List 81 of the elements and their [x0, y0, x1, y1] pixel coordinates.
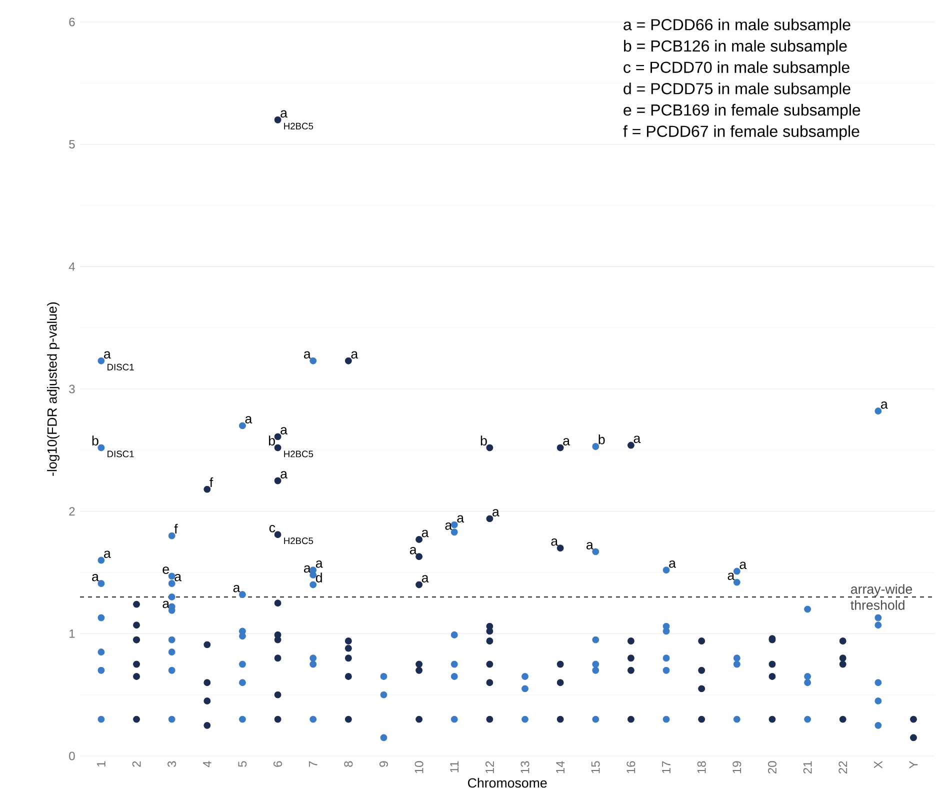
annotation: b	[598, 434, 605, 444]
annotation: e	[162, 566, 169, 574]
annotation: c	[269, 525, 276, 532]
annotation: a	[669, 560, 676, 568]
annotation: a	[410, 547, 417, 554]
annotation: a	[881, 401, 888, 409]
x-tick-label: 10	[414, 761, 424, 774]
x-tick-label: 11	[450, 761, 458, 772]
annotation: f	[210, 477, 214, 488]
y-tick-label: 2	[69, 507, 75, 516]
annotation: a	[233, 584, 240, 592]
annotation: b	[480, 436, 487, 446]
annotation: b	[268, 436, 275, 446]
annotation: a	[740, 562, 747, 570]
y-axis-title: -log10(FDR adjusted p-value)	[47, 302, 60, 476]
x-tick-label: 8	[344, 761, 353, 767]
annotation: a = PCDD66 in male subsample	[624, 18, 850, 34]
annotation: a	[174, 574, 182, 582]
x-tick-label: 9	[379, 761, 388, 767]
x-tick-label: 6	[274, 761, 282, 767]
annotation: d = PCDD75 in male subsample	[624, 82, 850, 98]
annotation: a	[634, 436, 641, 443]
annotation: DISC1	[108, 364, 134, 370]
x-tick-label: 17	[662, 761, 670, 774]
x-tick-label: 15	[591, 761, 600, 774]
annotation: d	[316, 572, 322, 582]
x-tick-label: 21	[803, 761, 812, 774]
annotation: a	[422, 575, 429, 582]
annotation: a	[563, 438, 570, 446]
annotation: a	[280, 471, 288, 478]
x-tick-label: 3	[168, 761, 176, 767]
x-tick-label: 13	[520, 761, 530, 774]
annotation: f	[174, 524, 178, 534]
annotation: a	[422, 530, 429, 538]
x-tick-label: 12	[485, 761, 494, 774]
annotation: e = PCB169 in female subsample	[624, 104, 860, 119]
annotation: a	[586, 542, 594, 550]
annotation: a	[280, 110, 288, 118]
x-tick-label: 20	[768, 761, 776, 774]
annotation: DISC1	[108, 450, 134, 458]
x-tick-label: 7	[308, 761, 318, 767]
x-tick-label: 2	[132, 761, 141, 767]
annotation: a	[245, 416, 252, 424]
annotation: a	[162, 600, 170, 608]
x-axis-title: Chromosome	[468, 778, 547, 788]
annotation: a	[104, 550, 111, 558]
x-tick-label: 22	[838, 761, 848, 774]
y-tick-label: 5	[69, 140, 75, 149]
y-tick-label: 0	[69, 752, 75, 760]
y-tick-label: 3	[69, 384, 75, 394]
annotation: a	[445, 522, 452, 530]
annotation: H2BC5	[284, 538, 314, 544]
annotation: H2BC5	[284, 450, 314, 458]
annotation: a	[492, 509, 500, 516]
ref-line-label: array-wide threshold	[850, 584, 912, 610]
annotation: a	[92, 574, 99, 582]
annotation: a	[316, 560, 323, 568]
x-tick-label: 4	[203, 761, 212, 768]
x-tick-label: 14	[556, 761, 564, 774]
annotation: a	[351, 351, 358, 359]
x-tick-label: 5	[238, 761, 247, 767]
annotation: a	[104, 351, 111, 359]
annotation: f = PCDD67 in female subsample	[623, 125, 860, 140]
annotation: a	[551, 538, 558, 546]
y-tick-label: 6	[69, 18, 75, 26]
annotation: H2BC5	[284, 122, 314, 130]
x-tick-label: Y	[909, 760, 918, 768]
annotation: c = PCDD70 in male subsample	[624, 61, 850, 76]
x-tick-label: 18	[697, 761, 706, 774]
annotation: a	[457, 515, 464, 523]
x-tick-label: 16	[626, 761, 636, 774]
x-tick-label: 19	[732, 761, 742, 774]
y-tick-label: 1	[70, 630, 75, 638]
annotation: a	[280, 427, 288, 434]
x-tick-label: X	[874, 760, 882, 768]
annotation: b = PCB126 in male subsample	[624, 40, 847, 55]
annotation: a	[304, 351, 311, 359]
x-tick-label: 1	[97, 761, 106, 766]
annotation: b	[92, 436, 98, 446]
annotation: a	[728, 572, 735, 580]
y-tick-label: 4	[68, 262, 75, 271]
